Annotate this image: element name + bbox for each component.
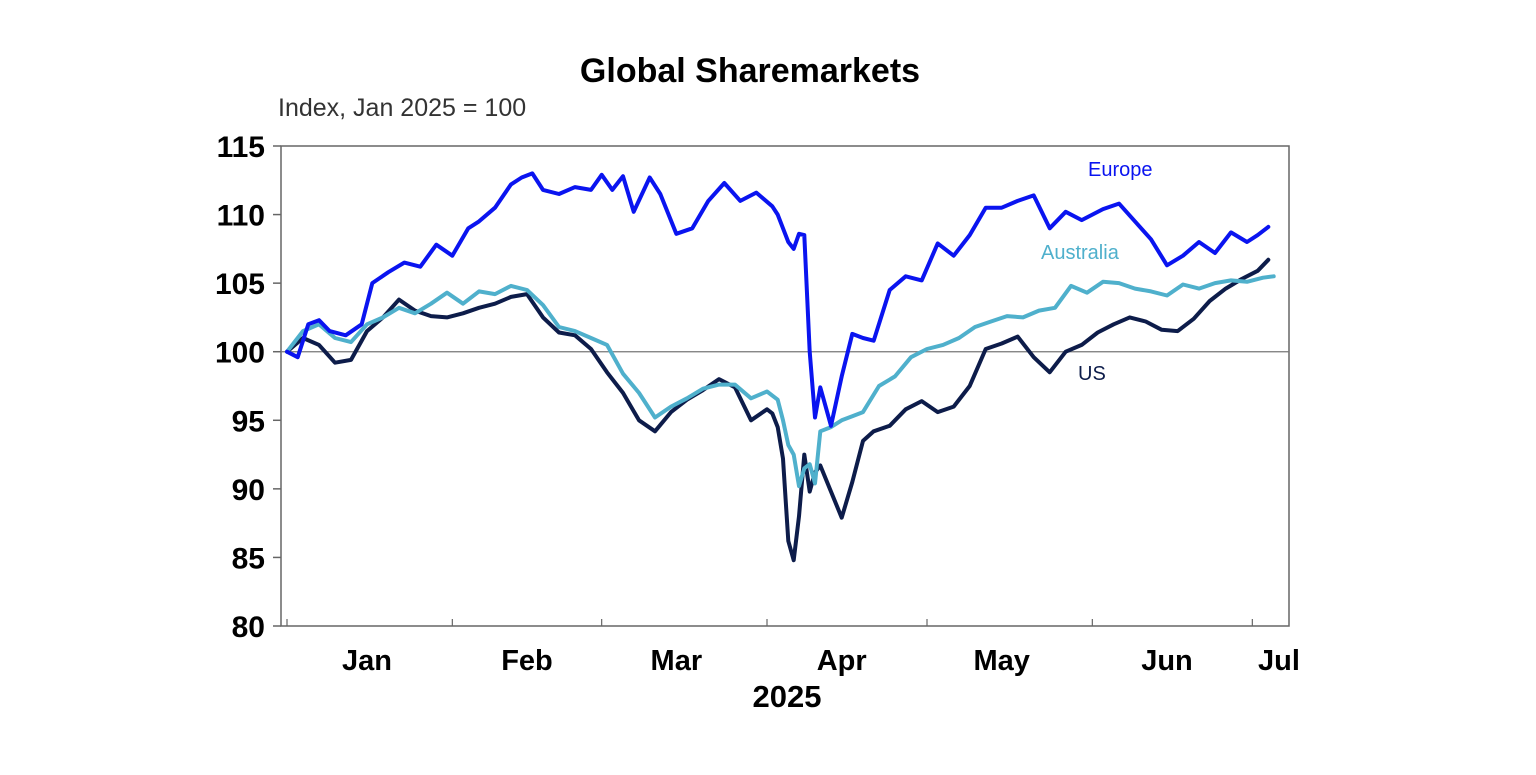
chart-subtitle: Index, Jan 2025 = 100 <box>278 94 527 122</box>
x-tick-label: Jan <box>342 645 392 677</box>
y-tick-label: 100 <box>215 337 265 370</box>
series-line-us <box>285 257 1271 563</box>
x-tick-label: Mar <box>651 645 703 677</box>
x-tick-label: May <box>973 645 1029 677</box>
x-tick-label: Jul <box>1258 645 1300 677</box>
y-tick-label: 80 <box>232 611 265 644</box>
x-tick-label: Jun <box>1141 645 1193 677</box>
chart-title: Global Sharemarkets <box>579 52 921 90</box>
y-tick-label: 95 <box>232 405 265 438</box>
x-tick-label: Feb <box>501 645 553 677</box>
x-axis-year-label: 2025 <box>753 679 822 714</box>
y-tick-label: 105 <box>215 268 265 301</box>
y-tick-label: 115 <box>217 131 265 164</box>
series-label-australia: Australia <box>1041 242 1120 264</box>
series-label-europe: Europe <box>1088 159 1153 181</box>
y-tick-label: 90 <box>232 474 265 507</box>
series-line-europe <box>285 171 1271 428</box>
y-tick-label: 110 <box>217 200 265 233</box>
plot-area <box>280 145 1290 627</box>
series-label-us: US <box>1078 363 1106 385</box>
x-tick-label: Apr <box>817 645 867 677</box>
series-line-australia <box>285 274 1276 489</box>
y-tick-label: 85 <box>232 542 265 575</box>
